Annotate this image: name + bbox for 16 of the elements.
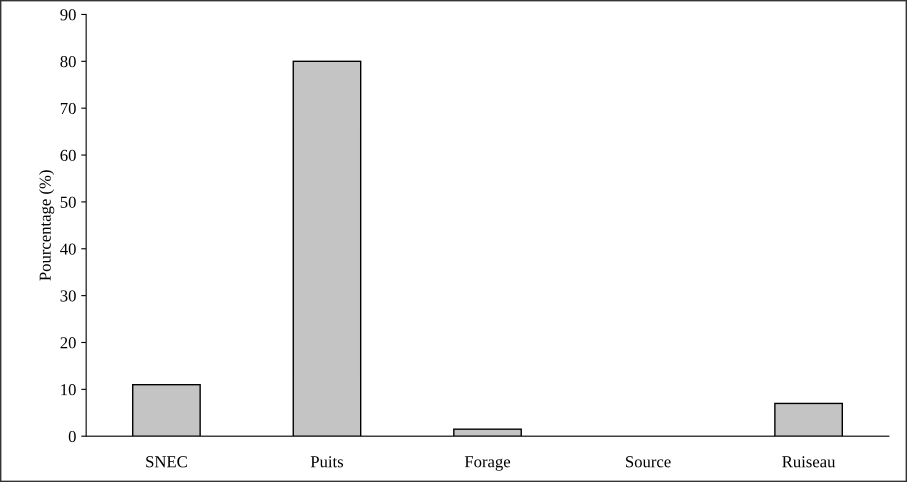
y-axis-title: Pourcentage (%) [39, 170, 54, 281]
x-tick-label: Forage [464, 456, 510, 471]
y-tick-label: 80 [60, 56, 76, 68]
y-tick-label: 60 [60, 150, 76, 161]
y-tick-label: 40 [60, 243, 76, 255]
y-tick-label: 90 [60, 9, 76, 20]
y-tick-label: 30 [60, 290, 76, 302]
x-tick-label: Ruiseau [782, 456, 836, 468]
x-tick-label: Puits [310, 456, 344, 468]
y-tick-label: 0 [68, 430, 76, 442]
x-tick-label: SNEC [146, 456, 187, 468]
y-tick-label: 70 [60, 102, 76, 114]
y-tick-label: 10 [61, 384, 76, 396]
y-tick-label: 50 [60, 196, 76, 208]
x-tick-label: Source [626, 456, 671, 468]
y-tick-label: 20 [60, 337, 76, 348]
